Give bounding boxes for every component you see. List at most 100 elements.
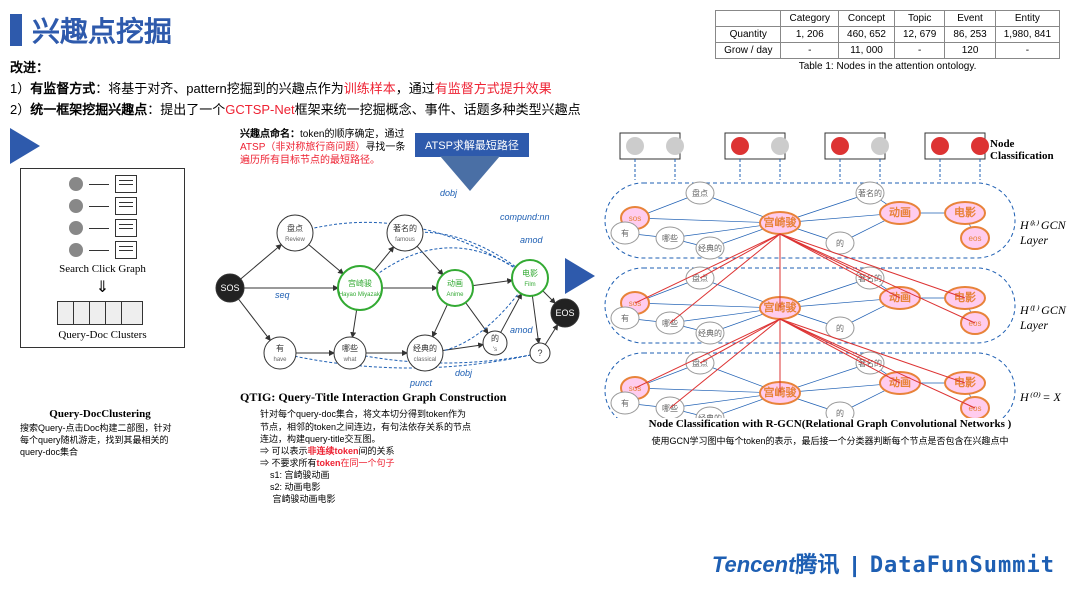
svg-text:punct: punct — [409, 378, 433, 388]
svg-text:的: 的 — [491, 333, 499, 343]
svg-text:eos: eos — [969, 319, 982, 328]
qdc-label: Query-Doc Clusters — [25, 329, 180, 341]
td: 11, 000 — [839, 43, 895, 59]
svg-text:'s: 's — [493, 347, 497, 353]
svg-text:seq: seq — [275, 290, 290, 300]
svg-text:盘点: 盘点 — [287, 223, 303, 233]
svg-text:动画: 动画 — [447, 278, 463, 288]
svg-text:?: ? — [537, 348, 542, 358]
svg-text:电影: 电影 — [522, 268, 538, 278]
td: 120 — [945, 43, 995, 59]
scg-label: Search Click Graph — [25, 263, 180, 275]
improve-line1: 1）有监督方式：将基于对齐、pattern挖掘到的兴趣点作为训练样本，通过有监督… — [10, 79, 1070, 100]
svg-text:电影: 电影 — [954, 205, 976, 219]
qtig-graph: SOS 盘点 Review 宫崎骏 Hayao Miyazaki 著名的 famous 动画 A… — [210, 178, 580, 388]
qtig-title: QTIG: Query-Title Interaction Graph Cons… — [240, 390, 506, 405]
tencent-cn: 腾讯 — [795, 552, 839, 577]
td: 1,980, 841 — [995, 27, 1059, 43]
svg-text:EOS: EOS — [555, 308, 574, 318]
gcn-title: Node Classification with R-GCN(Relationa… — [600, 418, 1060, 430]
svg-text:宫崎骏: 宫崎骏 — [764, 215, 798, 229]
svg-text:compund:nn: compund:nn — [500, 212, 550, 222]
layer-k-label: H⁽ᵏ⁾ GCN Layer — [1020, 218, 1070, 248]
gcn-desc: 使用GCN学习图中每个token的表示，最后接一个分类器判断每个节点是否包含在兴… — [630, 434, 1030, 447]
svg-text:哪些: 哪些 — [662, 233, 678, 243]
svg-text:有: 有 — [621, 228, 629, 238]
svg-text:have: have — [273, 357, 287, 363]
td: Grow / day — [716, 43, 781, 59]
left-cap-title: Query-DocClustering — [20, 408, 180, 420]
svg-text:classical: classical — [414, 357, 437, 363]
svg-text:宫崎骏: 宫崎骏 — [348, 278, 372, 288]
layer-0-label: H⁽⁰⁾ = X — [1020, 390, 1061, 405]
th: Topic — [894, 11, 944, 27]
svg-text:经典的: 经典的 — [413, 343, 437, 353]
svg-text:著名的: 著名的 — [858, 188, 882, 198]
svg-text:有: 有 — [621, 398, 629, 408]
svg-text:经典的: 经典的 — [698, 328, 722, 338]
svg-text:Film: Film — [524, 282, 535, 288]
th: Category — [781, 11, 839, 27]
svg-text:电影: 电影 — [954, 290, 976, 304]
svg-text:电影: 电影 — [954, 375, 976, 389]
query-doc-box: Search Click Graph ⇓ Query-Doc Clusters — [20, 168, 185, 348]
th: Event — [945, 11, 995, 27]
table-row: Grow / day - 11, 000 - 120 - — [716, 43, 1060, 59]
svg-text:盘点: 盘点 — [692, 188, 708, 198]
svg-text:有: 有 — [621, 313, 629, 323]
footer-logo: Tencent腾讯 | DataFunSummit — [712, 547, 1055, 579]
td: 12, 679 — [894, 27, 944, 43]
td: 86, 253 — [945, 27, 995, 43]
svg-text:经典的: 经典的 — [698, 243, 722, 253]
svg-text:的: 的 — [836, 408, 844, 418]
svg-text:动画: 动画 — [889, 205, 911, 219]
td: 460, 652 — [839, 27, 895, 43]
svg-text:著名的: 著名的 — [393, 223, 417, 233]
naming-label: 兴趣点命名：token的顺序确定，通过 ATSP（非对称旅行商问题）寻找一条 遍… — [240, 128, 440, 167]
node-class-label: Node Classification — [990, 138, 1070, 162]
svg-text:sos: sos — [629, 214, 641, 223]
atsp-tag: ATSP求解最短路径 — [415, 133, 529, 157]
ontology-table: Category Concept Topic Event Entity Quan… — [715, 10, 1060, 72]
svg-text:SOS: SOS — [220, 283, 239, 293]
svg-text:dobj: dobj — [455, 368, 473, 378]
left-cap-desc: 搜索Query-点击Doc构建二部图，针对每个query随机游走，找到其最相关的… — [20, 423, 180, 458]
sep: | — [852, 552, 858, 577]
search-click-graph-icon — [25, 175, 180, 259]
title-marker — [10, 14, 22, 46]
svg-text:famous: famous — [395, 237, 415, 243]
svg-text:Anime: Anime — [446, 292, 464, 298]
datafun: DataFunSummit — [870, 553, 1055, 578]
svg-text:eos: eos — [969, 234, 982, 243]
gcn-diagram: sos有盘点哪些经典的宫崎骏的著名的动画电影eossos有盘点哪些经典的宫崎骏的… — [580, 128, 1060, 418]
th — [716, 11, 781, 27]
improve-line2: 2）统一框架挖掘兴趣点：提出了一个GCTSP-Net框架来统一挖掘概念、事件、话… — [10, 100, 1070, 121]
svg-text:的: 的 — [836, 238, 844, 248]
tencent-en: Tencent — [712, 552, 796, 577]
svg-text:sos: sos — [629, 384, 641, 393]
down-arrow-icon: ⇓ — [25, 277, 180, 297]
table: Category Concept Topic Event Entity Quan… — [715, 10, 1060, 59]
svg-text:amod: amod — [510, 325, 534, 335]
diagram-area: 兴趣点命名：token的顺序确定，通过 ATSP（非对称旅行商问题）寻找一条 遍… — [10, 128, 1070, 528]
page-title: 兴趣点挖掘 — [32, 10, 172, 50]
td: Quantity — [716, 27, 781, 43]
left-caption: Query-DocClustering 搜索Query-点击Doc构建二部图，针… — [20, 408, 180, 458]
svg-text:Review: Review — [285, 237, 305, 243]
svg-text:的: 的 — [836, 323, 844, 333]
td: - — [995, 43, 1059, 59]
svg-text:Hayao Miyazaki: Hayao Miyazaki — [339, 292, 381, 298]
svg-text:eos: eos — [969, 404, 982, 413]
svg-text:哪些: 哪些 — [342, 343, 358, 353]
table-header-row: Category Concept Topic Event Entity — [716, 11, 1060, 27]
th: Entity — [995, 11, 1059, 27]
svg-text:what: what — [343, 357, 357, 363]
table-row: Quantity 1, 206 460, 652 12, 679 86, 253… — [716, 27, 1060, 43]
svg-text:amod: amod — [520, 235, 544, 245]
svg-text:dobj: dobj — [440, 188, 458, 198]
th: Concept — [839, 11, 895, 27]
td: - — [894, 43, 944, 59]
td: 1, 206 — [781, 27, 839, 43]
layer-1-label: H⁽¹⁾ GCN Layer — [1020, 303, 1070, 333]
cluster-icon — [25, 301, 180, 325]
